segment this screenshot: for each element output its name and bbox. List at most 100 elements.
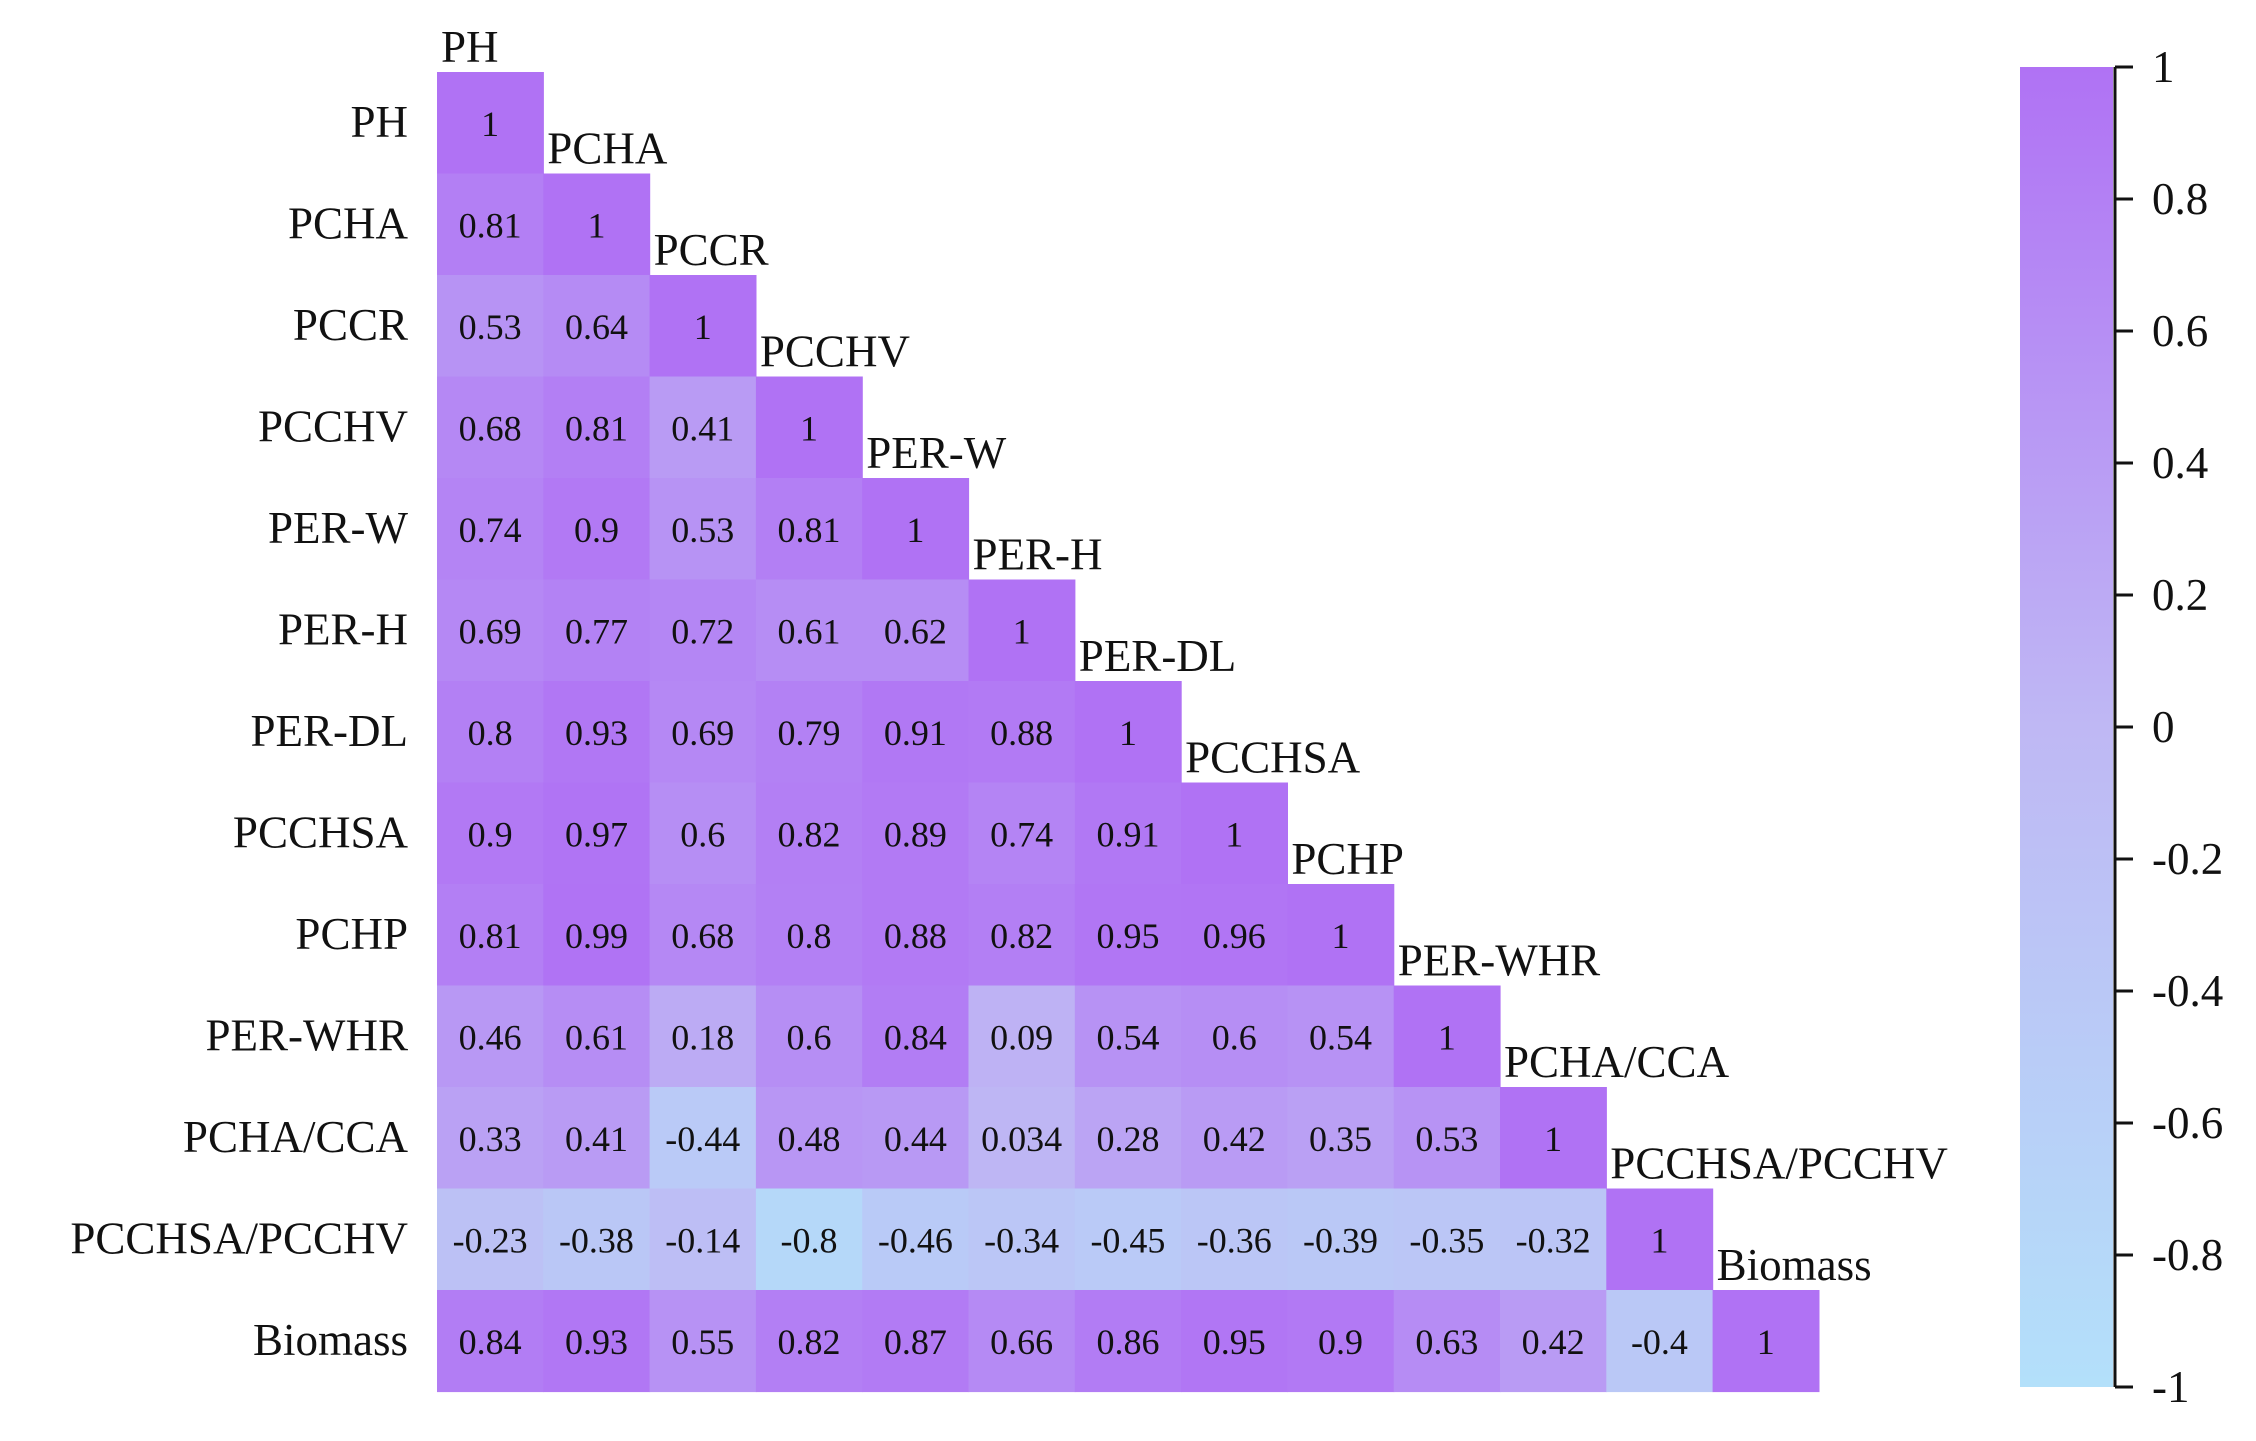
heatmap-cell [862, 478, 970, 581]
cell-value-label: -0.23 [453, 1220, 528, 1260]
row-label: PER-DL [251, 706, 409, 756]
heatmap-cell [862, 985, 970, 1088]
heatmap-cell [755, 376, 863, 479]
heatmap-cell [1181, 1087, 1288, 1190]
cell-value-label: 0.68 [459, 408, 522, 448]
cell-value-label: 0.86 [1096, 1322, 1159, 1362]
heatmap-cells: 10.81 10.53 0.64 10.68 0.81 0.41 10.74 0.9 0.53 0… [437, 72, 1820, 1393]
cell-value-label: 0.87 [884, 1322, 947, 1362]
cell-value-label: 0.54 [1309, 1017, 1372, 1057]
heatmap-cell [543, 376, 651, 479]
heatmap-cell [968, 681, 1076, 784]
cell-value-label: 0.74 [990, 814, 1053, 854]
row-label: PER-W [268, 503, 409, 553]
heatmap-cell [1074, 985, 1182, 1088]
cell-value-label: 0.18 [671, 1017, 734, 1057]
cell-value-label: 0.41 [565, 1119, 628, 1159]
heatmap-cell [1074, 1188, 1182, 1291]
heatmap-cell [1074, 1087, 1182, 1190]
colorbar-tick-label: 0.8 [2152, 174, 2208, 224]
heatmap-cell [862, 884, 970, 987]
cell-value-label: 1 [481, 104, 499, 144]
cell-value-label: 1 [906, 510, 924, 550]
cell-value-label: 0.79 [778, 713, 841, 753]
heatmap-cell [437, 173, 544, 276]
cell-value-label: 0.84 [459, 1322, 522, 1362]
heatmap-cell [1712, 1290, 1820, 1393]
heatmap-cell [1287, 884, 1395, 987]
colorbar-tick-label: -0.4 [2152, 966, 2223, 1016]
row-label: PCCHSA [233, 807, 409, 857]
cell-value-label: 0.8 [468, 713, 513, 753]
cell-value-label: 0.42 [1522, 1322, 1585, 1362]
cell-value-label: 0.54 [1096, 1017, 1159, 1057]
heatmap-cell [1181, 1290, 1288, 1393]
column-label: PCHA/CCA [1504, 1037, 1730, 1087]
cell-value-label: 0.95 [1203, 1322, 1266, 1362]
heatmap-cell [649, 1087, 757, 1190]
cell-value-label: 1 [1332, 916, 1350, 956]
heatmap-cell [1606, 1290, 1714, 1393]
column-label: PCCR [654, 225, 769, 275]
cell-value-label: 0.97 [565, 814, 628, 854]
cell-value-label: 0.64 [565, 307, 628, 347]
column-label: PCHP [1291, 834, 1404, 884]
row-label: PCHA [288, 198, 409, 248]
cell-value-label: 1 [800, 408, 818, 448]
colorbar-tick-label: 0 [2152, 702, 2175, 752]
cell-value-label: 0.95 [1096, 916, 1159, 956]
cell-value-label: 0.77 [565, 611, 628, 651]
cell-value-label: 0.69 [459, 611, 522, 651]
cell-value-label: 0.91 [884, 713, 947, 753]
heatmap-cell [437, 782, 544, 885]
heatmap-cell [1074, 1290, 1182, 1393]
heatmap-cell [649, 376, 757, 479]
colorbar-tick-label: -1 [2152, 1362, 2190, 1412]
cell-value-label: 0.66 [990, 1322, 1053, 1362]
cell-value-label: 0.93 [565, 1322, 628, 1362]
cell-value-label: 0.61 [778, 611, 841, 651]
column-labels: PH PCHA PCCR PCCHV PER-W PER-H PER-DL PCCHSA PCH… [441, 22, 1948, 1290]
heatmap-cell [1500, 1188, 1607, 1291]
colorbar-ticks: 1 0.8 0.6 0.4 0.2 0 -0.2 -0.4 -0.6 -0.8 -1 [2115, 42, 2223, 1412]
cell-value-label: 0.6 [680, 814, 725, 854]
cell-value-label: -0.35 [1409, 1220, 1484, 1260]
heatmap-cell [543, 985, 651, 1088]
heatmap-cell [649, 1188, 757, 1291]
cell-value-label: 0.53 [459, 307, 522, 347]
heatmap-cell [649, 478, 757, 581]
cell-value-label: 0.55 [671, 1322, 734, 1362]
cell-value-label: 0.9 [1318, 1322, 1363, 1362]
heatmap-cell [862, 579, 970, 682]
heatmap-cell [755, 884, 863, 987]
heatmap-cell [1287, 1087, 1395, 1190]
heatmap-cell [437, 72, 544, 175]
cell-value-label: -0.14 [665, 1220, 740, 1260]
row-label: Biomass [253, 1315, 408, 1365]
heatmap-cell [755, 1188, 863, 1291]
heatmap-cell [1393, 985, 1501, 1088]
row-label: PER-H [278, 604, 408, 654]
cell-value-label: 0.88 [884, 916, 947, 956]
heatmap-cell [1393, 1188, 1501, 1291]
heatmap-cell [543, 579, 651, 682]
cell-value-label: 0.034 [981, 1119, 1062, 1159]
heatmap-cell [649, 1290, 757, 1393]
cell-value-label: 0.84 [884, 1017, 947, 1057]
cell-value-label: 1 [1225, 814, 1243, 854]
cell-value-label: 0.69 [671, 713, 734, 753]
column-label: PCCHV [760, 327, 910, 377]
cell-value-label: 1 [1013, 611, 1031, 651]
colorbar-tick-label: -0.6 [2152, 1098, 2223, 1148]
heatmap-cell [649, 985, 757, 1088]
cell-value-label: 1 [1757, 1322, 1775, 1362]
cell-value-label: -0.44 [665, 1119, 740, 1159]
cell-value-label: 1 [1438, 1017, 1456, 1057]
heatmap-cell [437, 1188, 544, 1291]
cell-value-label: 0.88 [990, 713, 1053, 753]
cell-value-label: 0.9 [468, 814, 513, 854]
cell-value-label: 0.82 [778, 814, 841, 854]
cell-value-label: -0.8 [781, 1220, 838, 1260]
cell-value-label: -0.38 [559, 1220, 634, 1260]
